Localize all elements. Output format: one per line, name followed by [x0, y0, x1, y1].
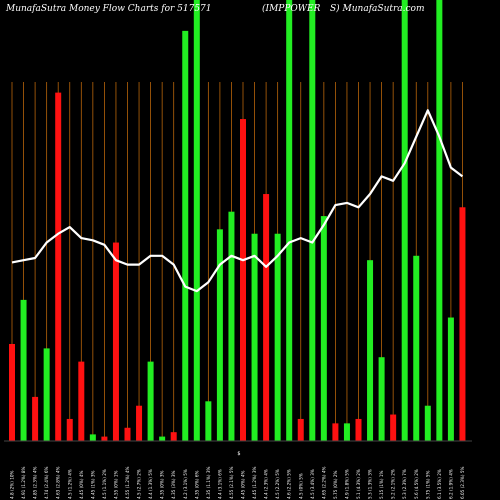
bar — [66, 418, 73, 441]
x-tick-label: 5.15 (1%) 1% — [379, 470, 384, 499]
x-tick-label: 5.3 (1.3%) 3% — [368, 469, 373, 499]
x-tick-label: 4.55 (0%) 1% — [113, 470, 118, 499]
bar — [447, 317, 454, 441]
x-tick-label: 4.35 (0%) 3% — [160, 470, 165, 499]
x-tick-label: 4.35 (0%) 6% — [194, 470, 199, 499]
money-flow-line — [11, 109, 464, 293]
x-tick-label: 5.75 (1%) 5% — [425, 470, 430, 499]
bar — [43, 348, 50, 441]
bar — [367, 260, 374, 441]
x-tick-label: 4.6 (2.2%) 5% — [287, 469, 292, 499]
bar — [89, 434, 96, 441]
bar — [124, 427, 131, 441]
x-tick-label: 4.8 (2%) 10% — [10, 470, 15, 499]
chart-title-site: S) MunafaSutra.com — [330, 4, 425, 14]
x-tick-label: 4.35 (1.1%) 3% — [206, 466, 211, 499]
chart-title-left: MunafaSutra Money Flow Charts for 517571 — [6, 4, 212, 14]
bar — [390, 414, 397, 441]
bar — [263, 194, 270, 441]
bar — [436, 0, 443, 441]
x-tick-label: 5.75 (0%) 2% — [333, 470, 338, 499]
bar — [112, 242, 119, 441]
x-tick-label: 6.05 (2.3%) 5% — [460, 466, 465, 499]
bar — [55, 92, 62, 442]
x-tick-label: 4.45 (0%) 4% — [241, 470, 246, 499]
bar — [193, 0, 200, 441]
x-tick-label: 4.4 (2.3%) 4% — [264, 469, 269, 499]
bar — [216, 229, 223, 441]
bar — [332, 423, 339, 441]
x-tick-label: 4.5 (1.2%) 4% — [67, 469, 72, 499]
x-tick-label: 6.1 (3.5%) 2% — [437, 469, 442, 499]
bar — [9, 343, 15, 441]
bar — [309, 0, 316, 441]
x-tick-label: 4.63 (2.8%) 4% — [56, 466, 61, 499]
x-tick-label: 4.55 (2.1%) 5% — [229, 466, 234, 499]
x-tick-label: 4.45 (1.2%) 3% — [252, 466, 257, 499]
x-tick-labels: 4.8 (2%) 10% 4.91 (1.2%) 8% 4.85 (2.3%) 4%… — [10, 466, 465, 499]
x-tick-label: 5.1 (4.3%) 2% — [356, 469, 361, 499]
bar — [459, 207, 466, 441]
x-tick-label: 4.65 (2.2%) 4% — [321, 466, 326, 499]
x-tick-label: 4.5 (3.4%) 3% — [310, 469, 315, 499]
bar — [424, 405, 431, 441]
bar — [170, 432, 177, 441]
x-tick-label: 4.45 (1%) 3% — [90, 470, 95, 499]
bar — [205, 401, 212, 441]
x-tick-label: 5.3 (2.3%) 7% — [402, 469, 407, 499]
x-tick-label: 4.9 (1.8%) 5% — [344, 469, 349, 499]
x-tick-label: 4.85 (2.3%) 4% — [33, 466, 38, 499]
bar — [413, 255, 420, 441]
bar — [101, 436, 108, 441]
bar — [297, 418, 304, 441]
x-tick-label: 4.4 (3.1%) 6% — [217, 469, 222, 499]
x-tick-label: 4.2 (3.1%) 5% — [183, 469, 188, 499]
x-tick-label: 4.5 (1.1%) 2% — [102, 469, 107, 499]
x-tick-label: 5.6 (4.5%) 2% — [414, 469, 419, 499]
bar — [320, 216, 327, 441]
bar — [378, 357, 385, 441]
x-tick-label: 4.5 (0%) 5% — [298, 473, 303, 499]
chart-title-ticker: (IMPPOWER — [262, 4, 321, 14]
x-tick-label: 4.4 (1.3%) 5% — [148, 469, 153, 499]
bar — [136, 405, 143, 441]
bar-series — [9, 0, 466, 442]
bar — [228, 211, 235, 441]
x-tick-label: 4.91 (1.2%) 8% — [21, 466, 26, 499]
x-tick-label: 5.2 (2.1%) 2% — [391, 469, 396, 499]
x-tick-label: 4.35 (3%) 3% — [171, 470, 176, 499]
bar — [286, 0, 293, 441]
x-tick-label: 4.74 (2.4%) 6% — [44, 466, 49, 499]
bar — [147, 361, 154, 441]
x-tick-label: 4.5 (2.2%) 5% — [275, 469, 280, 499]
x-tick-label: 6.2 (1.9%) 4% — [448, 469, 453, 499]
x-tick-label: 4.5 (2.7%) 2% — [137, 469, 142, 499]
bar — [32, 396, 39, 441]
bar — [355, 418, 362, 441]
bar — [159, 436, 166, 441]
bar — [343, 423, 350, 441]
bar — [182, 30, 189, 442]
x-tick-label: 4.55 (1.2%) 4% — [125, 466, 130, 499]
bar — [78, 361, 85, 441]
bar — [401, 0, 408, 441]
bar — [251, 233, 258, 441]
center-label: $ — [237, 451, 240, 457]
x-tick-label: 4.45 (0%) 4% — [79, 470, 84, 499]
bar — [240, 119, 246, 441]
bar — [274, 233, 281, 441]
bar — [20, 299, 27, 441]
